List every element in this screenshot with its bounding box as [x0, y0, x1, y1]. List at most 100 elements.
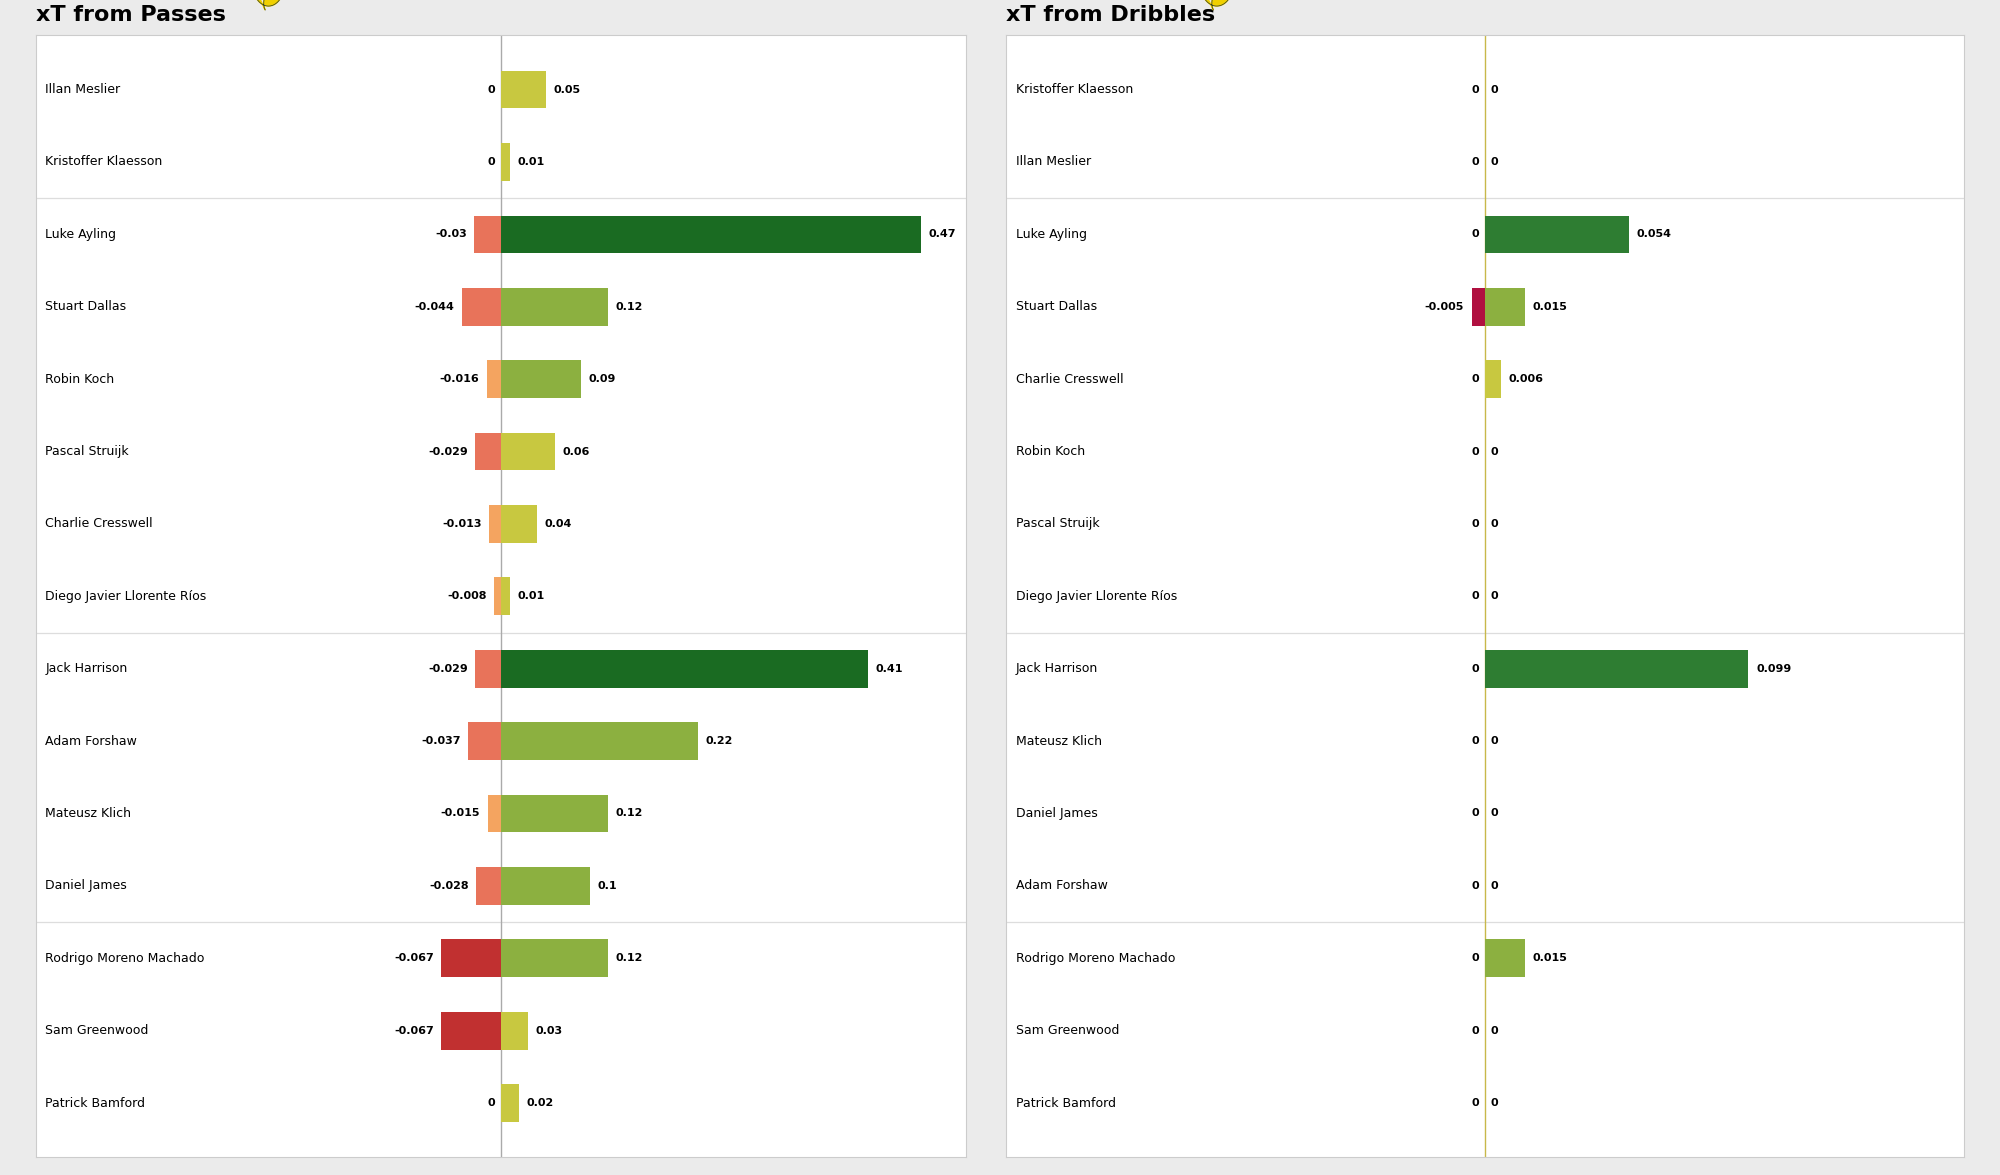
Bar: [502, 288, 608, 325]
Text: 0.015: 0.015: [1532, 302, 1568, 311]
Bar: [494, 577, 502, 616]
Text: 0.04: 0.04: [544, 519, 572, 529]
Text: Rodrigo Moreno Machado: Rodrigo Moreno Machado: [46, 952, 204, 965]
Bar: [1484, 650, 1748, 687]
Bar: [442, 1012, 502, 1049]
Text: 0.12: 0.12: [616, 302, 644, 311]
Text: 0.1: 0.1: [598, 881, 618, 891]
Text: -0.03: -0.03: [434, 229, 466, 240]
Text: 0: 0: [1490, 519, 1498, 529]
Text: Charlie Cresswell: Charlie Cresswell: [1016, 372, 1124, 385]
Bar: [1484, 940, 1524, 978]
Text: Sam Greenwood: Sam Greenwood: [46, 1025, 148, 1038]
Bar: [502, 361, 582, 398]
Text: Robin Koch: Robin Koch: [1016, 445, 1084, 458]
Bar: [486, 361, 502, 398]
Text: 0.099: 0.099: [1756, 664, 1792, 673]
Text: 0.01: 0.01: [518, 591, 544, 602]
Bar: [502, 577, 510, 616]
Text: Diego Javier Llorente Ríos: Diego Javier Llorente Ríos: [1016, 590, 1176, 603]
Text: 0: 0: [1490, 808, 1498, 819]
Text: 0.01: 0.01: [518, 157, 544, 167]
Text: 0: 0: [1472, 1099, 1480, 1108]
Text: xT from Dribbles: xT from Dribbles: [1006, 6, 1216, 26]
Text: 0: 0: [1472, 374, 1480, 384]
Bar: [502, 1085, 518, 1122]
Text: 0: 0: [1490, 446, 1498, 457]
Text: -0.028: -0.028: [428, 881, 468, 891]
Text: 0: 0: [1490, 157, 1498, 167]
Text: -0.013: -0.013: [442, 519, 482, 529]
Text: 0: 0: [1472, 519, 1480, 529]
Text: 0: 0: [1490, 1099, 1498, 1108]
Text: 0.12: 0.12: [616, 808, 644, 819]
Text: Kristoffer Klaesson: Kristoffer Klaesson: [1016, 83, 1132, 96]
Text: 0: 0: [1472, 446, 1480, 457]
Text: Daniel James: Daniel James: [46, 879, 128, 892]
Text: Stuart Dallas: Stuart Dallas: [46, 301, 126, 314]
Text: Patrick Bamford: Patrick Bamford: [46, 1096, 146, 1109]
Text: 0: 0: [1490, 1026, 1498, 1035]
Text: 0.054: 0.054: [1636, 229, 1672, 240]
Text: 0: 0: [1472, 881, 1480, 891]
Text: Daniel James: Daniel James: [1016, 807, 1098, 820]
Text: -0.067: -0.067: [394, 1026, 434, 1035]
Text: -0.016: -0.016: [440, 374, 480, 384]
Text: 0.22: 0.22: [706, 736, 732, 746]
Bar: [1484, 215, 1628, 253]
Text: xT from Passes: xT from Passes: [36, 6, 226, 26]
Text: Pascal Struijk: Pascal Struijk: [1016, 517, 1100, 530]
Text: 0: 0: [488, 1099, 496, 1108]
Text: 0.02: 0.02: [526, 1099, 554, 1108]
Text: -0.067: -0.067: [394, 953, 434, 964]
Text: Illan Meslier: Illan Meslier: [1016, 155, 1090, 168]
Text: Luke Ayling: Luke Ayling: [1016, 228, 1086, 241]
Text: 0.09: 0.09: [588, 374, 616, 384]
Text: Jack Harrison: Jack Harrison: [46, 663, 128, 676]
Bar: [502, 70, 546, 108]
Bar: [468, 723, 502, 760]
Text: 0: 0: [1472, 229, 1480, 240]
Bar: [502, 650, 868, 687]
Text: 0.41: 0.41: [876, 664, 902, 673]
Text: 0: 0: [1490, 736, 1498, 746]
Text: 0: 0: [1490, 85, 1498, 94]
Bar: [488, 794, 502, 832]
Text: 0: 0: [488, 85, 496, 94]
Text: 0.12: 0.12: [616, 953, 644, 964]
Text: Patrick Bamford: Patrick Bamford: [1016, 1096, 1116, 1109]
Text: 0: 0: [1472, 1026, 1480, 1035]
Text: -0.008: -0.008: [446, 591, 486, 602]
Text: Sam Greenwood: Sam Greenwood: [1016, 1025, 1118, 1038]
Bar: [476, 432, 502, 470]
Text: Mateusz Klich: Mateusz Klich: [1016, 734, 1102, 747]
Text: 0.05: 0.05: [554, 85, 580, 94]
Text: 0: 0: [1490, 881, 1498, 891]
Bar: [502, 143, 510, 181]
Bar: [502, 794, 608, 832]
Text: -0.029: -0.029: [428, 446, 468, 457]
Text: 0.006: 0.006: [1508, 374, 1544, 384]
Text: 0.03: 0.03: [536, 1026, 562, 1035]
Text: 0: 0: [1472, 736, 1480, 746]
Bar: [502, 723, 698, 760]
Text: Pascal Struijk: Pascal Struijk: [46, 445, 128, 458]
Bar: [502, 940, 608, 978]
Polygon shape: [1200, 0, 1234, 11]
Text: 0: 0: [1472, 953, 1480, 964]
Text: -0.029: -0.029: [428, 664, 468, 673]
Bar: [442, 940, 502, 978]
Text: 0: 0: [1490, 591, 1498, 602]
Bar: [502, 505, 536, 543]
Text: -0.015: -0.015: [440, 808, 480, 819]
Bar: [1472, 288, 1484, 325]
Bar: [476, 867, 502, 905]
Text: -0.037: -0.037: [420, 736, 460, 746]
Text: Adam Forshaw: Adam Forshaw: [46, 734, 138, 747]
Text: 0: 0: [1472, 85, 1480, 94]
Polygon shape: [252, 0, 284, 11]
Text: -0.044: -0.044: [414, 302, 454, 311]
Text: Kristoffer Klaesson: Kristoffer Klaesson: [46, 155, 162, 168]
Text: Charlie Cresswell: Charlie Cresswell: [46, 517, 152, 530]
Text: -0.005: -0.005: [1424, 302, 1464, 311]
